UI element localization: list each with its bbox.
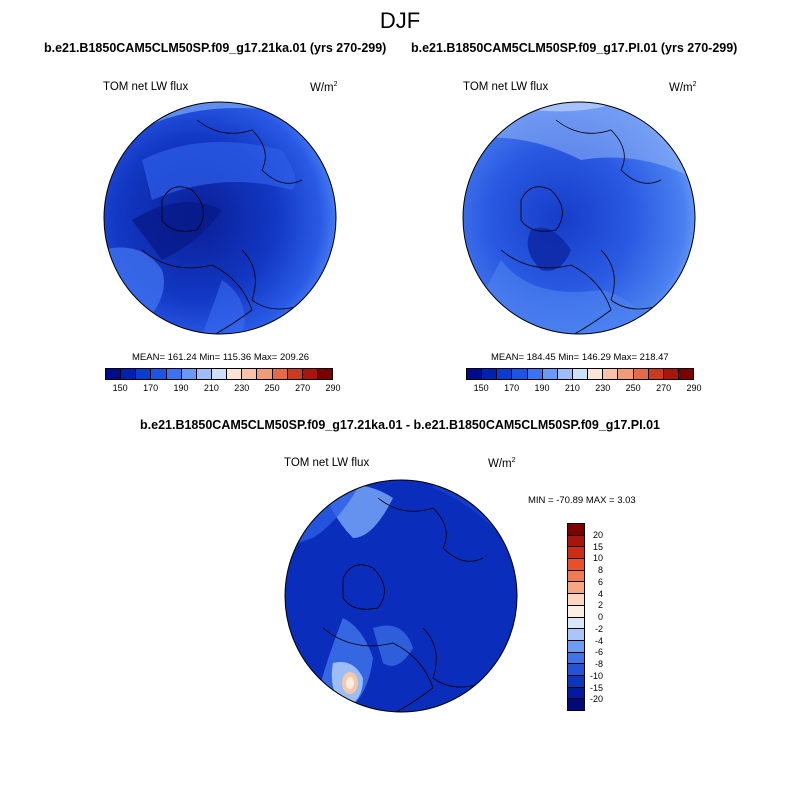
diff-colorbar-tick-label: 8 (597, 565, 603, 575)
panel-1-colorbar-swatch (257, 369, 273, 379)
panel-1-colorbar-tick-label: 190 (173, 383, 189, 393)
panel-1-colorbar-swatch (151, 369, 167, 379)
panel-2-colorbar-swatch (497, 369, 513, 379)
diff-colorbar-tick-label: -4 (594, 635, 603, 646)
panel-2-colorbar-swatch (633, 369, 649, 379)
panel-2-colorbar-swatch (482, 369, 498, 379)
diff-colorbar-tick-label: -15 (589, 682, 603, 693)
diff-colorbar-swatch (568, 617, 584, 630)
diff-colorbar-tick-label: -6 (594, 647, 603, 658)
panel-1-units: W/m2 (310, 81, 338, 94)
panel-2-variable-label: TOM net LW flux (463, 81, 549, 93)
diff-units: W/m2 (488, 457, 516, 470)
diff-colorbar-swatch (568, 594, 584, 606)
diff-colorbar-tick-label: -20 (589, 694, 603, 705)
panel-1-colorbar-tick-label: 290 (325, 383, 341, 393)
panel-1-colorbar-swatch (317, 369, 333, 379)
panel-2-colorbar-swatch (557, 369, 573, 379)
panel-2-colorbar-tick-label: 190 (534, 383, 550, 393)
diff-colorbar-swatch (568, 664, 584, 676)
panel-1-colorbar-tick-label: 250 (264, 383, 280, 393)
panel-2-colorbar-swatch (618, 369, 634, 379)
panel-1-colorbar-swatch (196, 369, 212, 379)
panel-1-variable-label: TOM net LW flux (103, 81, 189, 93)
diff-colorbar-swatch (568, 535, 584, 548)
diff-colorbar-tick-label: 15 (592, 541, 603, 552)
panel-2-colorbar-swatch (572, 369, 589, 379)
panel-2-colorbar-swatch (542, 369, 558, 379)
diff-colorbar-swatch (568, 699, 584, 710)
panel-2-colorbar-swatch (527, 369, 543, 379)
diff-colorbar-tick-label: 4 (597, 588, 603, 599)
panel-2-colorbar-swatch (663, 369, 679, 379)
diff-colorbar-swatch (568, 652, 584, 665)
diff-colorbar-swatch (568, 570, 584, 583)
panel-1-colorbar-swatch (121, 369, 137, 379)
panel-1-colorbar-swatch (242, 369, 258, 379)
panel-2-colorbar-tick-label: 250 (625, 383, 641, 393)
diff-colorbar-swatch (568, 675, 584, 688)
panel-1-title: b.e21.B1850CAM5CLM50SP.f09_g17.21ka.01 (… (44, 41, 387, 55)
diff-variable-label: TOM net LW flux (284, 457, 370, 469)
panel-2-colorbar: 150 170 190 210 230 250 270 290 (466, 368, 702, 394)
panel-1-colorbar-swatch (166, 369, 182, 379)
diff-colorbar-swatch (568, 524, 584, 536)
diff-colorbar-tick-label: -2 (594, 623, 603, 634)
panel-1-colorbar-swatch (211, 369, 228, 379)
diff-colorbar-swatch (568, 547, 584, 560)
panel-1-colorbar-swatch (181, 369, 197, 379)
diff-colorbar-tick-label: 10 (592, 553, 603, 564)
panel-1-colorbar: 150 170 190 210 230 250 270 290 (105, 368, 341, 394)
diff-colorbar-swatch (568, 559, 584, 571)
panel-2-stats: MEAN= 184.45 Min= 146.29 Max= 218.47 (491, 352, 669, 363)
diff-polar-map (284, 479, 518, 713)
panel-2-colorbar-tick-label: 210 (564, 383, 580, 393)
panel-1-stats: MEAN= 161.24 Min= 115.36 Max= 209.26 (132, 352, 310, 363)
diff-colorbar-tick-label: 20 (592, 529, 603, 540)
diff-colorbar-swatch (568, 629, 584, 641)
panel-2-colorbar-swatch (603, 369, 619, 379)
diff-colorbar-tick-label: 0 (597, 612, 603, 622)
diff-colorbar-tick-label: 2 (597, 600, 603, 611)
diff-title: b.e21.B1850CAM5CLM50SP.f09_g17.21ka.01 -… (140, 418, 660, 432)
panel-2-colorbar-swatch (588, 369, 604, 379)
panel-1-colorbar-tick-label: 150 (112, 383, 128, 393)
panel-1-colorbar-swatch (106, 369, 122, 379)
panel-1-colorbar-tick-label: 270 (295, 383, 311, 393)
panel-1-colorbar-tick-label: 210 (203, 383, 219, 393)
diff-stats: MIN = -70.89 MAX = 3.03 (528, 495, 636, 506)
panel-2-colorbar-tick-label: 290 (686, 383, 702, 393)
diff-colorbar-tick-label: -10 (589, 670, 603, 681)
panel-2-colorbar-tick-label: 230 (595, 383, 611, 393)
diff-colorbar-swatch (568, 605, 584, 618)
diff-colorbar-swatch (568, 582, 584, 595)
panel-2-colorbar-tick-label: 170 (504, 383, 520, 393)
panel-2-colorbar-swatch (467, 369, 483, 379)
page-title: DJF (379, 8, 421, 33)
panel-1-colorbar-swatch (227, 369, 243, 379)
panel-2-colorbar-swatch (648, 369, 664, 379)
panel-1-colorbar-swatch (302, 369, 318, 379)
panel-1-colorbar-swatch (272, 369, 288, 379)
diff-colorbar-tick-label: -8 (594, 659, 603, 669)
panel-2-colorbar-swatch (678, 369, 694, 379)
diff-colorbar-swatch (568, 687, 584, 700)
diff-colorbar: 20 15 10 8 6 4 2 0 -2 -4 -6 -8 -10 -15 -20 (567, 523, 603, 711)
panel-1-colorbar-tick-label: 230 (234, 383, 250, 393)
panel-1-colorbar-swatch (287, 369, 303, 379)
panel-2-title: b.e21.B1850CAM5CLM50SP.f09_g17.PI.01 (yr… (411, 41, 738, 55)
panel-2-polar-map (462, 101, 696, 335)
diff-colorbar-tick-label: 6 (597, 576, 603, 587)
panel-2-units: W/m2 (669, 81, 697, 94)
panel-1-polar-map (103, 101, 337, 335)
panel-2-colorbar-tick-label: 270 (656, 383, 672, 393)
panel-1-colorbar-swatch (136, 369, 152, 379)
panel-2-colorbar-swatch (512, 369, 528, 379)
panel-1-colorbar-tick-label: 170 (143, 383, 159, 393)
panel-2-colorbar-tick-label: 150 (473, 383, 489, 393)
diff-colorbar-swatch (568, 640, 584, 653)
